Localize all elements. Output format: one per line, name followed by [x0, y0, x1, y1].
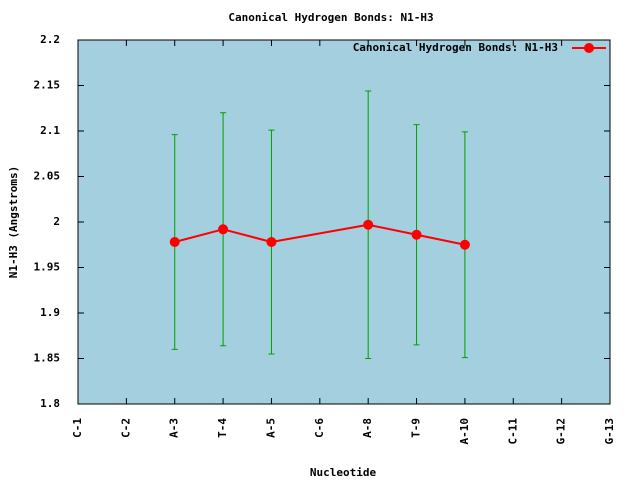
- series-line: [174, 228, 224, 243]
- x-tick-label: A-8: [361, 418, 374, 438]
- x-tick-label: A-10: [458, 418, 471, 445]
- y-tick-label: 1.85: [34, 352, 61, 365]
- point: [169, 237, 180, 248]
- y-tick-label: 2.1: [40, 124, 60, 137]
- plot-border: [77, 39, 611, 405]
- y-tick-label: 1.95: [34, 261, 61, 274]
- point: [363, 219, 374, 230]
- plot-area: [78, 40, 610, 404]
- x-tick-label: C-11: [506, 418, 519, 445]
- legend-marker: [584, 43, 594, 53]
- y-tick-label: 2.2: [40, 33, 60, 46]
- x-tick-label: G-13: [603, 418, 616, 445]
- y-tick-label: 1.8: [40, 397, 60, 410]
- y-tick-label: 1.9: [40, 306, 60, 319]
- y-tick-label: 2.15: [34, 79, 61, 92]
- x-tick-label: C-6: [313, 418, 326, 438]
- series-line: [367, 223, 417, 236]
- x-tick-label: C-2: [119, 418, 132, 438]
- x-tick-label: A-3: [168, 418, 181, 438]
- point: [411, 229, 422, 240]
- chart-title: Canonical Hydrogen Bonds: N1-H3: [228, 11, 433, 24]
- point: [459, 239, 470, 250]
- y-tick-label: 2: [53, 215, 60, 228]
- x-tick-label: G-12: [555, 418, 568, 445]
- y-tick-label: 2.05: [34, 170, 61, 183]
- legend-label: Canonical Hydrogen Bonds: N1-H3: [353, 41, 558, 54]
- point: [266, 237, 277, 248]
- series-line: [222, 228, 272, 243]
- x-tick-label: T-4: [216, 418, 229, 438]
- series-line: [271, 223, 369, 244]
- y-axis-label: N1-H3 (Angstroms): [7, 166, 20, 279]
- series-line: [416, 233, 466, 246]
- x-axis-label: Nucleotide: [310, 466, 377, 479]
- x-tick-label: A-5: [264, 418, 277, 438]
- x-tick-label: T-9: [410, 418, 423, 438]
- point: [218, 224, 229, 235]
- x-tick-label: C-1: [71, 418, 84, 438]
